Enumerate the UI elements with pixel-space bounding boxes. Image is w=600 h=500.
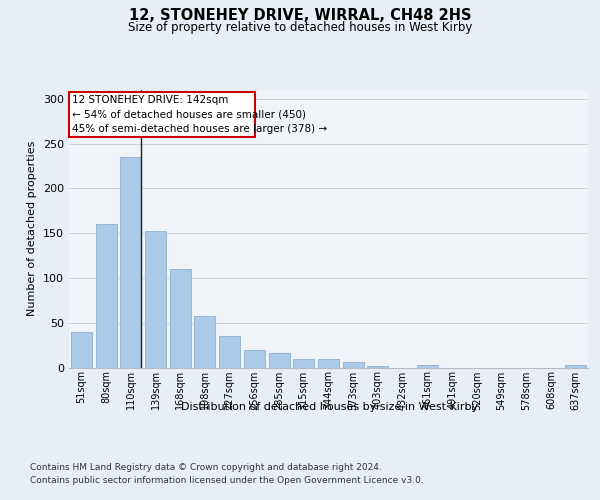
Bar <box>318 360 339 368</box>
Bar <box>95 224 116 368</box>
Bar <box>120 157 141 368</box>
Bar <box>367 366 388 368</box>
Bar <box>170 269 191 368</box>
Text: 12, STONEHEY DRIVE, WIRRAL, CH48 2HS: 12, STONEHEY DRIVE, WIRRAL, CH48 2HS <box>129 8 471 22</box>
Text: 12 STONEHEY DRIVE: 142sqm: 12 STONEHEY DRIVE: 142sqm <box>72 96 229 106</box>
Bar <box>269 353 290 368</box>
Text: Contains public sector information licensed under the Open Government Licence v3: Contains public sector information licen… <box>30 476 424 485</box>
Bar <box>565 365 586 368</box>
Text: ← 54% of detached houses are smaller (450): ← 54% of detached houses are smaller (45… <box>72 110 306 120</box>
Bar <box>194 316 215 368</box>
Bar <box>145 230 166 368</box>
Bar <box>417 365 438 368</box>
Text: 45% of semi-detached houses are larger (378) →: 45% of semi-detached houses are larger (… <box>72 124 327 134</box>
Text: Contains HM Land Registry data © Crown copyright and database right 2024.: Contains HM Land Registry data © Crown c… <box>30 462 382 471</box>
FancyBboxPatch shape <box>70 92 255 136</box>
Text: Size of property relative to detached houses in West Kirby: Size of property relative to detached ho… <box>128 21 472 34</box>
Y-axis label: Number of detached properties: Number of detached properties <box>28 141 37 316</box>
Bar <box>71 332 92 368</box>
Bar <box>343 362 364 368</box>
Bar <box>219 336 240 368</box>
Bar <box>244 350 265 368</box>
Bar <box>293 360 314 368</box>
Text: Distribution of detached houses by size in West Kirby: Distribution of detached houses by size … <box>181 402 479 412</box>
